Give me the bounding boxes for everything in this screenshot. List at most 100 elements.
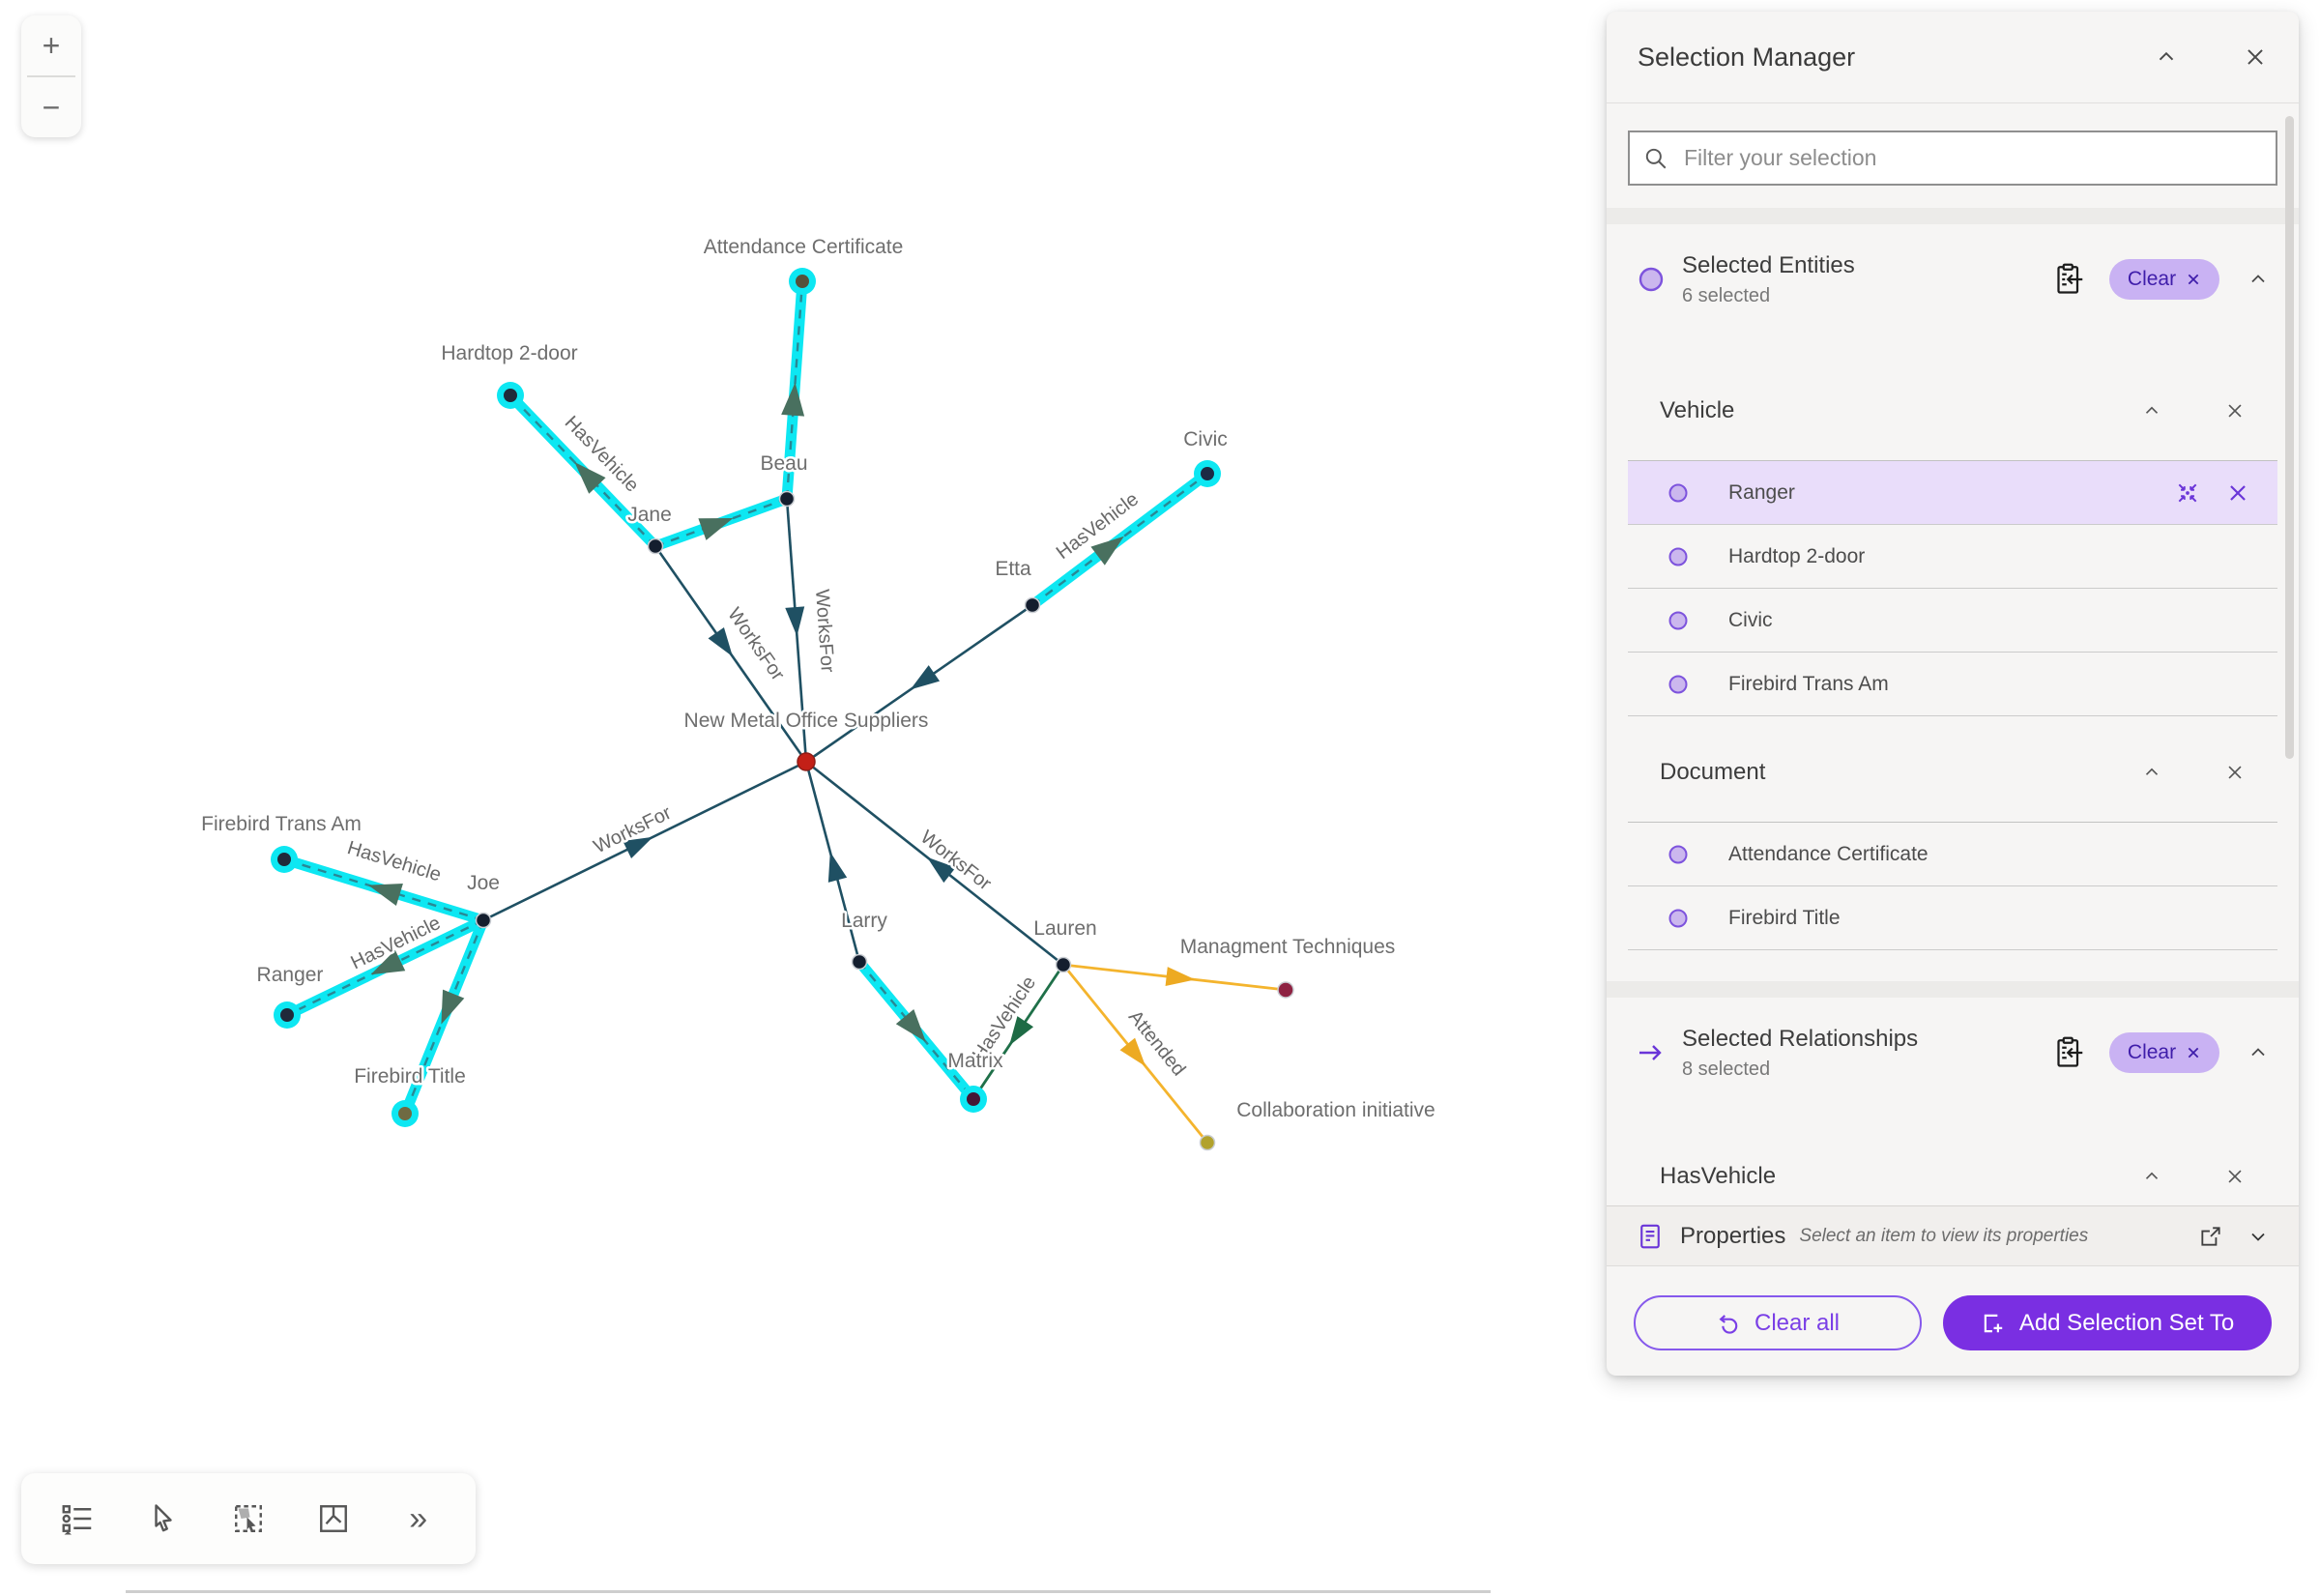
entity-row[interactable]: Hardtop 2-door [1628,525,2277,589]
select-features-icon[interactable] [227,1497,270,1540]
node-label: Beau [760,452,807,475]
edge-label: WorksFor [723,604,789,685]
copy-to-clipboard-icon[interactable] [2051,1035,2086,1070]
collapse-group-icon[interactable] [2141,400,2162,421]
graph-node[interactable] [475,912,492,929]
edge-arrowhead [1119,1037,1146,1067]
graph-edge[interactable] [785,280,804,500]
collapse-group-icon[interactable] [2141,762,2162,783]
panel-scroll-area[interactable]: Selected Entities 6 selected Clear Vehic… [1607,104,2299,1205]
graph-node[interactable] [851,953,868,971]
selected-relationships-summary: Selected Relationships 8 selected Clear [1607,1013,2299,1092]
edge-arrowhead [926,856,956,884]
edge-arrowhead [1090,536,1124,566]
properties-bar[interactable]: Properties Select an item to view its pr… [1607,1205,2299,1266]
graph-node[interactable] [967,1092,980,1106]
document-rows: Attendance Certificate Firebird Title [1628,823,2277,950]
chevron-down-icon[interactable] [2247,1225,2270,1248]
edge-arrowhead [910,665,941,690]
edge-arrowhead [895,1008,926,1042]
node-label: Collaboration initiative [1236,1099,1435,1121]
edge-arrowhead [367,884,403,906]
edge-arrowhead [708,626,733,657]
expand-toolbar-icon[interactable]: » [409,1499,430,1537]
open-external-icon[interactable] [2198,1224,2223,1249]
clear-entities-button[interactable]: Clear [2109,259,2219,300]
edge-label: WorksFor [811,589,838,674]
edge-arrowhead [698,518,734,540]
graph-node[interactable] [796,275,809,288]
edge-arrowhead [1165,967,1196,986]
graph-edge[interactable] [1031,473,1208,606]
group-name: HasVehicle [1660,1163,1777,1189]
edge-arrowhead [781,382,805,417]
remove-group-icon[interactable] [2224,400,2246,421]
relationship-arrow-icon [1639,1045,1662,1060]
section-separator [1607,981,2299,998]
graph-node[interactable] [1055,956,1072,973]
selection-manager-panel: Selection Manager Selected Entities 6 se… [1607,12,2299,1376]
node-label: Matrix [947,1050,1003,1072]
edge-arrowhead [623,836,653,858]
graph-node[interactable] [1024,596,1041,614]
entity-circle-icon [1668,611,1688,629]
selected-entities-count: 6 selected [1682,284,1771,306]
graph-node[interactable] [277,853,291,866]
selected-relationships-count: 8 selected [1682,1058,1771,1080]
graph-node[interactable] [398,1107,412,1120]
copy-to-clipboard-icon[interactable] [2051,262,2086,297]
divider [1628,460,2277,461]
search-icon [1645,148,1667,168]
graph-node[interactable] [1199,1134,1216,1151]
graph-node[interactable] [797,752,816,771]
center-on-item-icon[interactable] [2175,480,2200,506]
node-label: Managment Techniques [1180,936,1396,958]
clear-all-button[interactable]: Clear all [1634,1295,1922,1350]
scrollbar-thumb[interactable] [2285,116,2294,759]
graph-node[interactable] [1277,981,1294,999]
entity-row[interactable]: Firebird Trans Am [1628,653,2277,716]
clear-relationships-button[interactable]: Clear [2109,1032,2219,1073]
graph-node[interactable] [280,1008,294,1022]
panel-footer: Clear all Add Selection Set To [1607,1266,2299,1376]
legend-icon[interactable] [56,1497,99,1540]
properties-title: Properties [1680,1222,1786,1249]
divider [1628,822,2277,823]
node-label: Firebird Title [354,1065,466,1088]
vehicle-rows: Ranger Hardtop 2-door Civic Firebird Trans … [1628,461,2277,716]
group-header-document: Document [1660,759,2246,785]
graph-node[interactable] [504,389,517,402]
remove-group-icon[interactable] [2224,1166,2246,1187]
entity-row[interactable]: Ranger [1628,461,2277,525]
collapse-relationships-icon[interactable] [2247,1041,2270,1064]
entity-row[interactable]: Firebird Title [1628,886,2277,950]
entity-row[interactable]: Attendance Certificate [1628,823,2277,886]
panel-title: Selection Manager [1638,42,1856,72]
entity-row[interactable]: Civic [1628,589,2277,653]
graph-node[interactable] [647,537,664,555]
group-header-hasvehicle: HasVehicle [1660,1163,2246,1189]
remove-item-icon[interactable] [2225,480,2250,506]
graph-edge[interactable] [286,918,484,1017]
collapse-panel-icon[interactable] [2154,44,2179,70]
add-to-frame-icon [1984,1314,2003,1332]
entity-label: Civic [1728,608,1773,631]
entity-label: Firebird Trans Am [1728,672,1889,695]
link-chart-frame-icon[interactable] [312,1497,355,1540]
collapse-group-icon[interactable] [2141,1166,2162,1187]
zoom-in-button[interactable]: + [21,15,81,75]
selected-entities-summary: Selected Entities 6 selected Clear [1607,240,2299,319]
entity-circle-icon [1668,909,1688,927]
node-label: Civic [1183,428,1228,450]
close-panel-icon[interactable] [2243,44,2268,70]
graph-node[interactable] [1201,467,1214,480]
select-cursor-icon[interactable] [142,1497,185,1540]
add-selection-set-button[interactable]: Add Selection Set To [1943,1295,2272,1350]
filter-input[interactable] [1682,144,2262,172]
graph-node[interactable] [778,490,796,508]
collapse-entities-icon[interactable] [2247,268,2270,291]
group-name: Document [1660,759,1766,785]
remove-group-icon[interactable] [2224,762,2246,783]
zoom-out-button[interactable]: − [21,77,81,137]
